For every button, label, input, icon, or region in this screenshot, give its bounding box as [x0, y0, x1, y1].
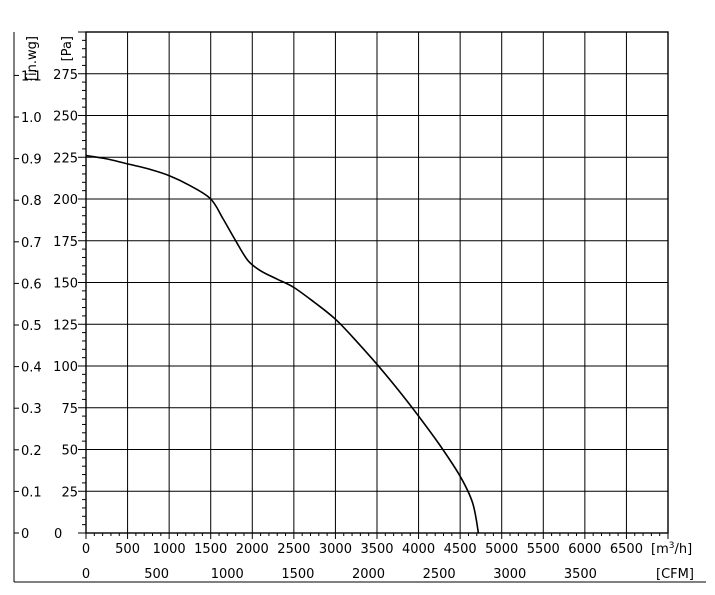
- m3h-tick-label: 5500: [527, 542, 560, 557]
- cfm-unit-label: [CFM]: [656, 567, 694, 582]
- m3h-tick-label: 1000: [153, 542, 186, 557]
- in-wg-tick-label: 0.6: [21, 277, 42, 292]
- m3h-tick-label: 3500: [360, 542, 393, 557]
- in-wg-tick-label: 0.2: [21, 444, 42, 459]
- m3h-tick-label: 1500: [194, 542, 227, 557]
- pa-tick-label: 200: [53, 193, 78, 208]
- pa-tick-label: 150: [53, 277, 78, 292]
- chart-labels: 0 25 50 75 100 125 150 175 200 225 250 275 0 0.1 0.2 0.…: [21, 36, 694, 582]
- m3h-tick-label: 5000: [485, 542, 518, 557]
- cfm-tick-label: 1500: [281, 567, 314, 582]
- pa-tick-label: 50: [61, 444, 78, 459]
- in-wg-tick-label: 1.0: [21, 111, 42, 126]
- chart-axes: [13, 31, 706, 583]
- cfm-tick-label: 3500: [564, 567, 597, 582]
- cfm-tick-label: 2000: [352, 567, 385, 582]
- in-wg-tick-label: 0.4: [21, 361, 42, 376]
- in-wg-tick-label: 0.5: [21, 319, 42, 334]
- cfm-tick-label: 500: [144, 567, 169, 582]
- pa-tick-label: 250: [53, 110, 78, 125]
- in-wg-tick-label: 0.9: [21, 153, 42, 168]
- in-wg-tick-label: 0.8: [21, 194, 42, 209]
- pa-unit-label: [Pa]: [60, 36, 75, 61]
- cfm-tick-label: 2500: [423, 567, 456, 582]
- cfm-tick-label: 1000: [211, 567, 244, 582]
- cfm-tick-label: 3000: [493, 567, 526, 582]
- m3h-tick-label: 4000: [402, 542, 435, 557]
- m3h-tick-label: 4500: [444, 542, 477, 557]
- pa-tick-label: 125: [53, 318, 78, 333]
- m3h-tick-label: 2500: [277, 542, 310, 557]
- cfm-tick-label: 0: [82, 567, 90, 582]
- m3h-tick-label: 3000: [319, 542, 352, 557]
- pa-tick-label: 100: [53, 360, 78, 375]
- m3h-tick-label: 0: [82, 542, 90, 557]
- superscript-3: 3: [669, 541, 675, 551]
- m3h-tick-label: 6500: [610, 542, 643, 557]
- in-wg-tick-label: 0.3: [21, 402, 42, 417]
- m3h-tick-label: 2000: [236, 542, 269, 557]
- pa-tick-label: 175: [53, 235, 78, 250]
- m3h-tick-label: 6000: [568, 542, 601, 557]
- chart-series: [85, 154, 480, 534]
- in-wg-tick-label: 0.7: [21, 236, 42, 251]
- pa-tick-label: 225: [53, 151, 78, 166]
- pa-tick-label: 25: [61, 485, 78, 500]
- in-wg-unit-label: [in.wg]: [25, 36, 40, 81]
- m3h-unit-label: [m3/h]: [651, 541, 692, 557]
- pa-tick-label: 0: [54, 527, 62, 542]
- in-wg-tick-label: 1.1: [21, 69, 42, 84]
- chart-grid: [86, 32, 668, 533]
- unit-rest: /h]: [674, 542, 692, 557]
- in-wg-tick-label: 0: [21, 527, 29, 542]
- in-wg-tick-label: 0.1: [21, 485, 42, 500]
- m3h-tick-label: 500: [115, 542, 140, 557]
- pa-tick-label: 275: [53, 68, 78, 83]
- pa-tick-label: 75: [61, 402, 78, 417]
- performance-curve: [85, 154, 480, 534]
